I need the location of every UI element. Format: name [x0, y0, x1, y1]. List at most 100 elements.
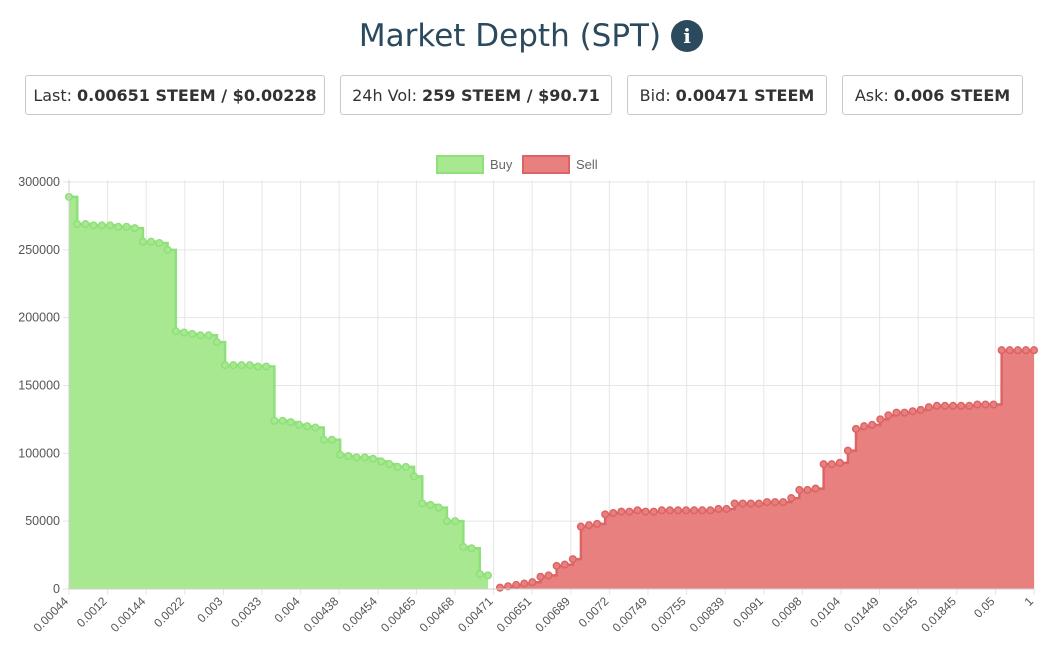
x-tick-label: 0.0012	[74, 594, 110, 630]
stat-ask-label: Ask:	[854, 85, 889, 105]
x-tick-label: 0.0022	[151, 594, 187, 630]
sell-point	[924, 403, 933, 412]
x-tick-label: 0.0072	[576, 594, 612, 630]
sell-point	[876, 415, 885, 424]
depth-chart: 0 50000 100000 150000 200000 250000 300000 0.0…	[18, 155, 1039, 635]
buy-point	[130, 224, 139, 233]
x-tick-label: 0.00468	[417, 594, 458, 635]
sell-point	[965, 401, 974, 410]
x-tick-label: 0.01449	[841, 594, 882, 635]
buy-point	[221, 361, 230, 370]
buy-point	[459, 542, 468, 551]
sell-point	[989, 400, 998, 409]
sell-point	[997, 346, 1006, 355]
buy-point	[327, 435, 336, 444]
sell-point	[601, 510, 610, 519]
buy-point	[171, 327, 180, 336]
stat-24h-vol-label: 24h Vol:	[352, 85, 417, 105]
sell-point	[795, 485, 804, 495]
sell-point	[584, 521, 594, 530]
buy-point	[385, 460, 394, 469]
sell-point	[504, 582, 513, 591]
sell-point	[811, 484, 820, 493]
stat-last-label: Last:	[33, 85, 73, 105]
y-axis: 0 50000 100000 150000 200000 250000 300000	[18, 175, 70, 596]
buy-point	[204, 331, 213, 340]
sell-point	[762, 498, 772, 507]
x-tick-label: 0.004	[272, 594, 303, 625]
buy-point	[336, 450, 345, 459]
sell-point	[843, 446, 852, 455]
chart-areas	[69, 195, 1034, 589]
sell-point	[779, 498, 788, 507]
sell-point	[949, 401, 958, 410]
sell-point	[649, 507, 658, 516]
sell-point	[536, 572, 545, 581]
legend-swatch-sell	[522, 155, 570, 174]
sell-point	[682, 506, 691, 515]
sell-area	[500, 350, 1034, 589]
legend-item-sell[interactable]: Sell	[522, 155, 598, 174]
buy-point	[418, 499, 427, 508]
buy-point	[377, 457, 386, 466]
sell-point	[690, 506, 699, 515]
sell-point	[552, 561, 561, 570]
buy-point	[163, 245, 172, 254]
x-tick-label: 0.00438	[301, 594, 342, 635]
x-tick-label: 0.003	[194, 594, 225, 625]
sell-point	[787, 494, 796, 503]
buy-point	[344, 451, 353, 461]
buy-point	[73, 220, 82, 229]
x-tick-label: 0.01845	[918, 594, 959, 635]
sell-point	[1013, 346, 1022, 355]
buy-point	[114, 222, 123, 231]
legend-label-sell: Sell	[576, 157, 598, 172]
buy-point	[311, 423, 320, 432]
sell-point	[868, 420, 877, 429]
x-tick-label: 0.00755	[648, 594, 689, 635]
legend-label-buy: Buy	[490, 157, 513, 172]
sell-point	[593, 519, 602, 528]
sell-point	[1021, 346, 1030, 355]
buy-point	[188, 329, 197, 338]
y-tick-label: 0	[53, 582, 60, 596]
info-circle-icon[interactable]: i	[671, 20, 704, 52]
sell-point	[568, 555, 577, 564]
sell-point	[771, 498, 780, 507]
buy-point	[229, 361, 238, 370]
buy-point	[483, 571, 493, 580]
sell-point	[746, 499, 755, 508]
sell-point	[528, 578, 537, 587]
sell-point	[851, 424, 861, 433]
buy-point	[467, 544, 476, 553]
buy-point	[106, 221, 115, 230]
page-title: Market Depth (SPT)	[358, 18, 662, 54]
x-tick-label: 0.00651	[494, 594, 535, 635]
legend-item-buy[interactable]: Buy	[436, 155, 513, 174]
sell-point	[957, 401, 966, 410]
y-tick-label: 250000	[18, 243, 60, 257]
buy-point	[426, 500, 435, 509]
sell-point	[544, 571, 553, 580]
chart-legend: Buy Sell	[436, 155, 598, 174]
buy-point	[81, 220, 90, 229]
buy-point	[368, 454, 378, 463]
stat-bid: Bid: 0.00471 STEEM	[627, 75, 827, 115]
stat-24h-vol-value: 259 STEEM / $90.71	[422, 85, 600, 105]
sell-point	[754, 499, 763, 508]
buy-point	[97, 221, 106, 230]
buy-point	[286, 418, 295, 427]
buy-point	[89, 221, 98, 230]
sell-point	[908, 407, 917, 416]
buy-point	[410, 472, 419, 481]
legend-swatch-buy	[436, 155, 484, 174]
sell-point	[609, 508, 618, 518]
sell-point	[560, 560, 569, 569]
stat-ask-value: 0.006 STEEM	[893, 85, 1011, 105]
title-row: Market Depth (SPT) i	[0, 14, 1062, 58]
sell-point	[520, 579, 529, 588]
buy-point	[245, 361, 254, 370]
sell-point	[981, 400, 990, 409]
sell-point	[819, 460, 828, 469]
